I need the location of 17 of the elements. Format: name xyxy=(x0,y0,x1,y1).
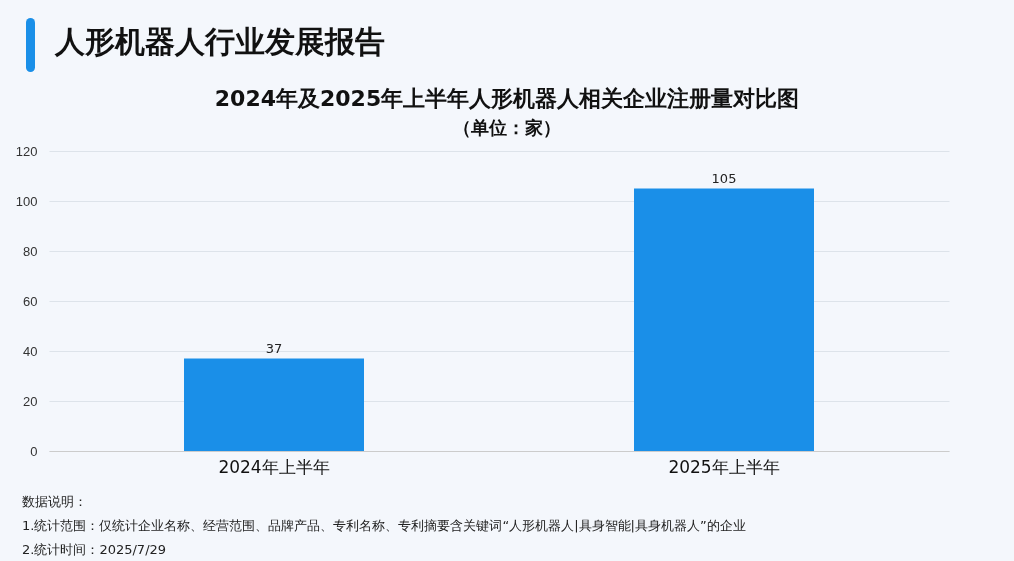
text: 2.统计时间：2025/7/29 xyxy=(22,541,168,559)
text: 数据说明： xyxy=(22,493,88,511)
y-tick-label: 40 xyxy=(23,343,38,359)
y-tick-label: 20 xyxy=(23,393,38,409)
text: （单位：家） xyxy=(452,116,562,140)
data-label: 37 xyxy=(265,340,283,356)
y-tick-label: 60 xyxy=(23,293,38,309)
x-tick-label: 2025年上半年 xyxy=(668,456,780,477)
chart-subtitle: 2024年及2025年上半年人形机器人相关企业注册量对比图 xyxy=(213,85,801,113)
y-tick-label: 0 xyxy=(30,443,38,459)
data-label: 105 xyxy=(711,170,737,186)
chart-title: 人形机器人行业发展报告 xyxy=(55,23,385,61)
text: 1.统计范围：仅统计企业名称、经营范围、品牌产品、专利名称、专利摘要含关键词“人形机器人|具身智能|具身机器人”的企业 xyxy=(22,517,747,535)
y-tick-label: 80 xyxy=(23,243,38,259)
y-tick-label: 100 xyxy=(15,193,38,209)
x-tick-label: 2024年上半年 xyxy=(218,456,330,477)
y-tick-label: 120 xyxy=(15,143,38,159)
